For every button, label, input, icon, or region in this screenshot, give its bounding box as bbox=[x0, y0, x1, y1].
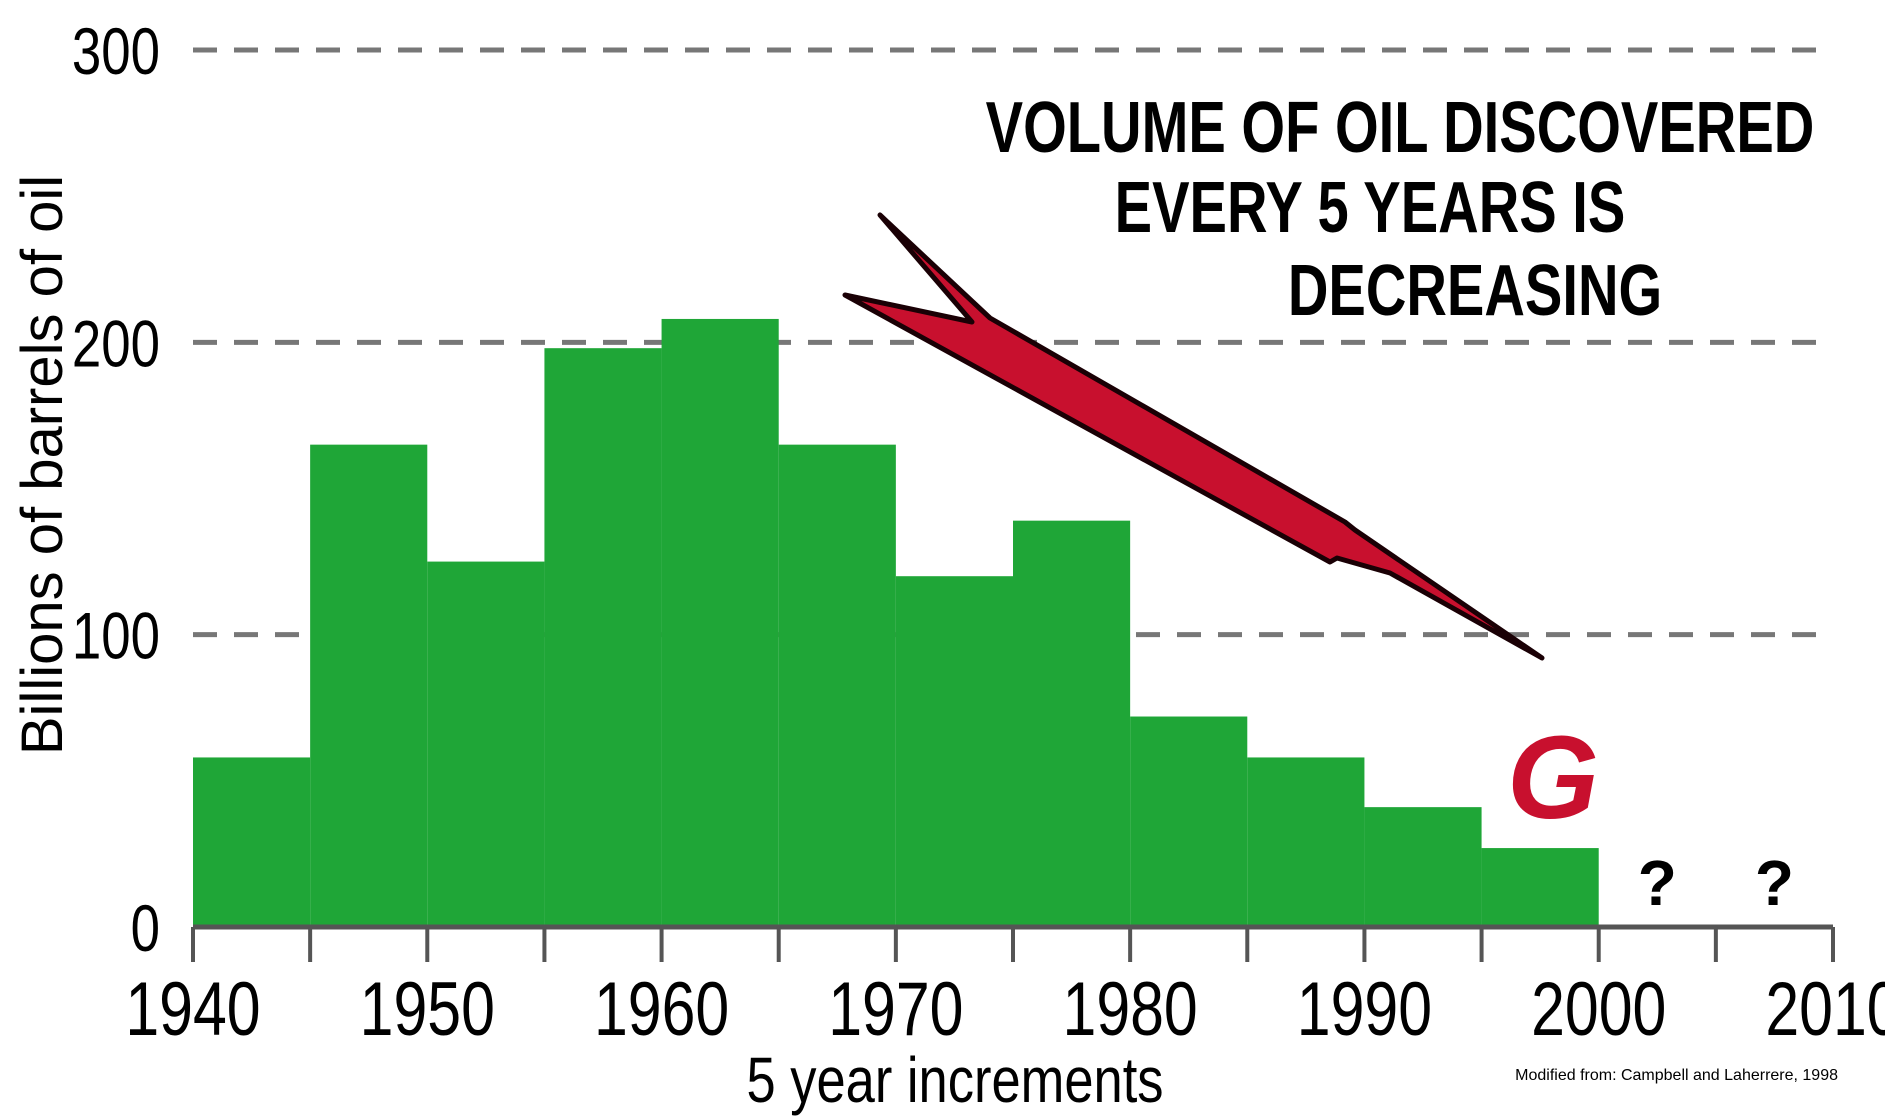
x-tick-label-1990: 1990 bbox=[1297, 967, 1432, 1052]
y-tick-label-0: 0 bbox=[131, 891, 160, 965]
x-tick-label-1940: 1940 bbox=[125, 967, 260, 1052]
source-note: Modified from: Campbell and Laherrere, 1… bbox=[1515, 1067, 1838, 1084]
y-tick-label-300: 300 bbox=[72, 14, 160, 88]
x-axis bbox=[191, 924, 1835, 962]
x-tick-label-2010: 2010 bbox=[1765, 967, 1885, 1052]
chart-title-line-3: DECREASING bbox=[1288, 250, 1662, 330]
x-tick-label-1970: 1970 bbox=[828, 967, 963, 1052]
unknown-marker-1: ? bbox=[1755, 847, 1794, 919]
bars bbox=[193, 318, 1599, 927]
bar-1 bbox=[310, 444, 428, 927]
x-tick-label-1950: 1950 bbox=[360, 967, 495, 1052]
bar-2 bbox=[427, 561, 545, 927]
bar-8 bbox=[1130, 716, 1248, 927]
x-axis-ticks: 1940 1950 1960 1970 1980 1990 2000 2010 bbox=[125, 967, 1885, 1052]
bar-0 bbox=[193, 757, 311, 927]
bar-10 bbox=[1364, 807, 1482, 927]
bar-7 bbox=[1013, 520, 1131, 927]
bar-4 bbox=[661, 318, 779, 927]
bar-3 bbox=[544, 348, 662, 927]
x-tick-label-1980: 1980 bbox=[1063, 967, 1198, 1052]
y-tick-label-100: 100 bbox=[72, 599, 160, 673]
y-axis-label: Billions of barrels of oil bbox=[10, 175, 75, 755]
unknown-markers: ?? bbox=[1638, 847, 1794, 919]
y-axis-ticks: 0 100 200 300 bbox=[72, 14, 160, 965]
chart-title-line-2: EVERY 5 YEARS IS bbox=[1115, 167, 1626, 247]
g-label: G bbox=[1507, 712, 1599, 844]
decreasing-arrow bbox=[842, 212, 1545, 661]
x-tick-label-1960: 1960 bbox=[594, 967, 729, 1052]
bar-6 bbox=[895, 576, 1013, 927]
unknown-marker-0: ? bbox=[1638, 847, 1677, 919]
bar-5 bbox=[778, 444, 896, 927]
y-tick-label-200: 200 bbox=[72, 307, 160, 381]
chart-title-line-1: VOLUME OF OIL DISCOVERED bbox=[986, 87, 1815, 167]
x-tick-label-2000: 2000 bbox=[1531, 967, 1666, 1052]
bar-9 bbox=[1247, 757, 1365, 927]
bar-11 bbox=[1481, 848, 1599, 927]
x-axis-label: 5 year increments bbox=[746, 1045, 1163, 1116]
